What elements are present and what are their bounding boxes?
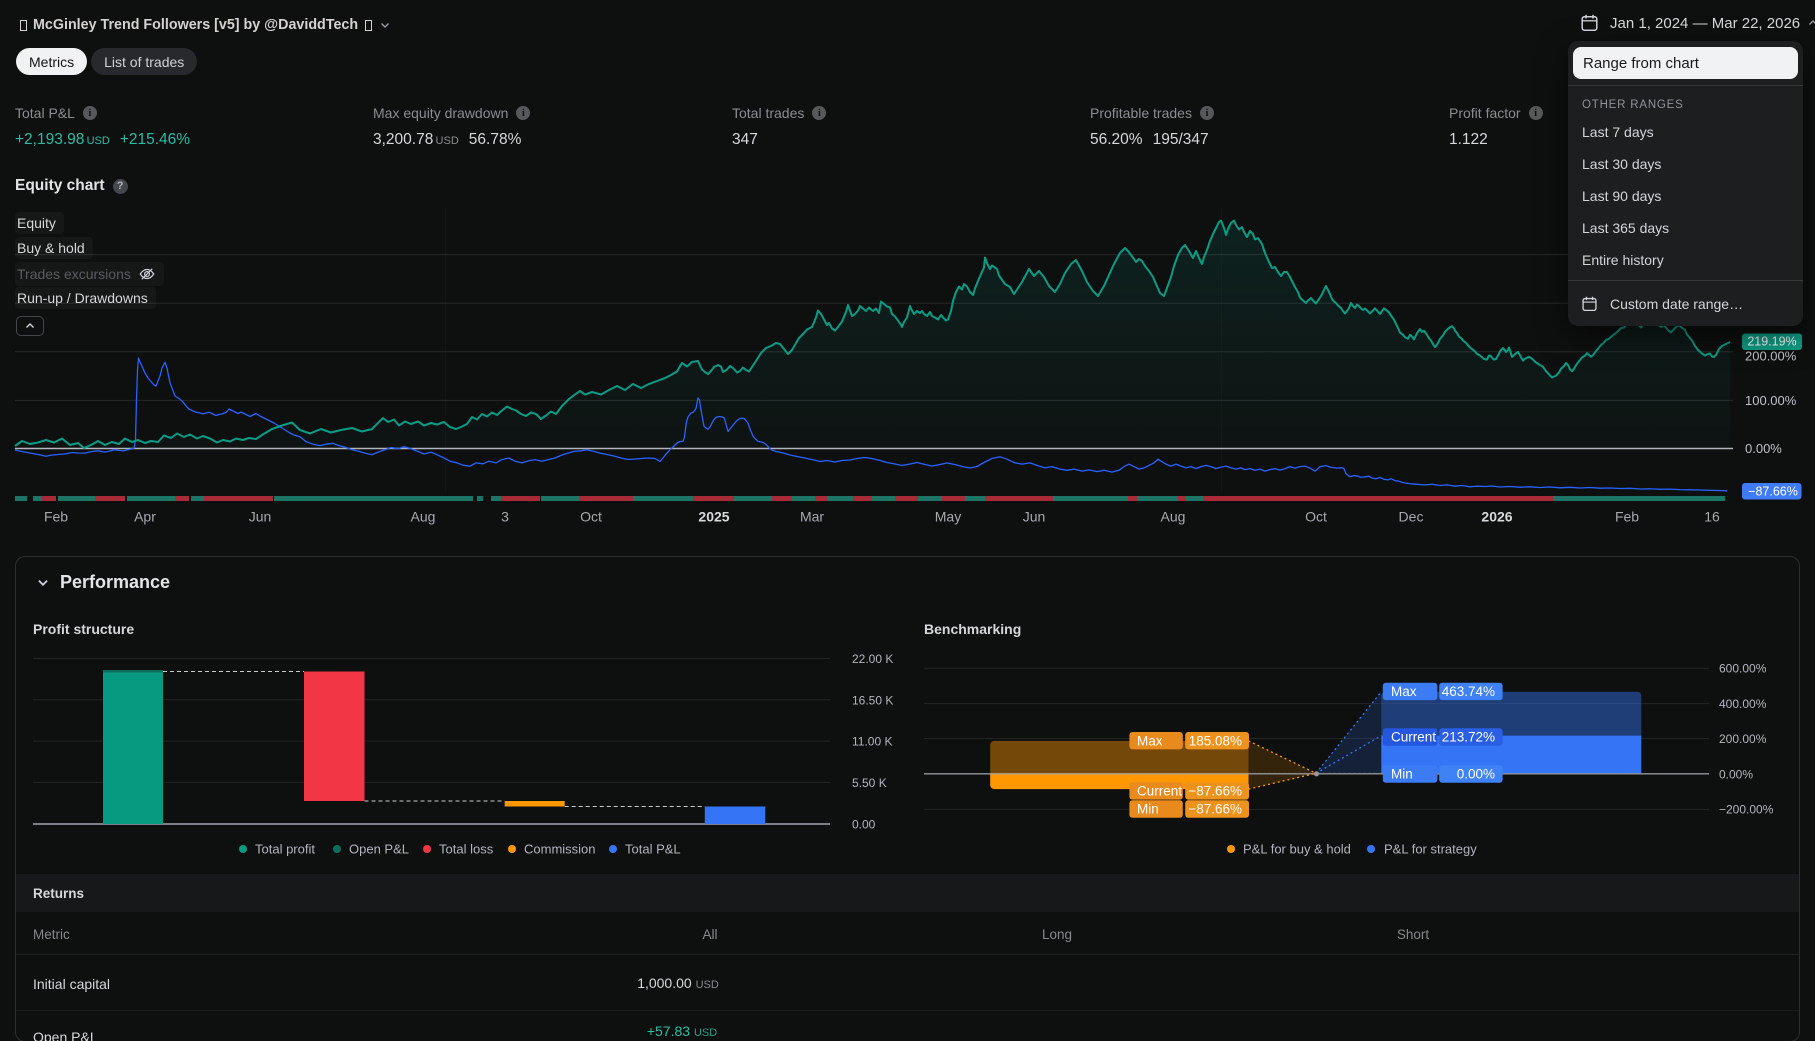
svg-text:Max: Max xyxy=(1391,684,1417,699)
svg-text:16: 16 xyxy=(1704,509,1720,525)
svg-text:3: 3 xyxy=(501,509,509,525)
svg-text:11.00 K: 11.00 K xyxy=(852,735,892,749)
svg-text:0.00%: 0.00% xyxy=(1745,441,1782,456)
svg-text:Commission: Commission xyxy=(524,842,596,857)
svg-text:Min: Min xyxy=(1137,802,1159,817)
svg-text:Current: Current xyxy=(1137,784,1182,799)
svg-text:−200.00%: −200.00% xyxy=(1719,803,1774,817)
svg-text:Oct: Oct xyxy=(1305,509,1327,525)
svg-text:Apr: Apr xyxy=(134,509,156,525)
svg-text:−87.66%: −87.66% xyxy=(1748,485,1798,499)
svg-text:Dec: Dec xyxy=(1399,509,1424,525)
svg-text:2026: 2026 xyxy=(1481,509,1512,525)
svg-text:Min: Min xyxy=(1391,767,1413,782)
svg-text:185.08%: 185.08% xyxy=(1189,733,1242,748)
svg-text:400.00%: 400.00% xyxy=(1719,697,1767,711)
svg-text:213.72%: 213.72% xyxy=(1442,730,1495,745)
svg-text:0.00%: 0.00% xyxy=(1719,767,1753,781)
svg-text:219.19%: 219.19% xyxy=(1747,335,1796,349)
svg-text:Feb: Feb xyxy=(44,509,68,525)
svg-text:Max: Max xyxy=(1137,733,1163,748)
svg-text:0.00%: 0.00% xyxy=(1457,767,1495,782)
svg-text:−87.66%: −87.66% xyxy=(1188,784,1242,799)
svg-text:5.50 K: 5.50 K xyxy=(852,776,887,790)
svg-text:P&L for strategy: P&L for strategy xyxy=(1384,842,1477,857)
svg-text:22.00 K: 22.00 K xyxy=(852,652,893,666)
svg-text:Feb: Feb xyxy=(1615,509,1639,525)
svg-text:May: May xyxy=(935,509,961,525)
svg-text:Jun: Jun xyxy=(1023,509,1046,525)
svg-text:−87.66%: −87.66% xyxy=(1188,802,1242,817)
svg-text:Current: Current xyxy=(1391,730,1436,745)
svg-text:2025: 2025 xyxy=(698,509,729,525)
svg-text:Jun: Jun xyxy=(249,509,272,525)
svg-text:0.00: 0.00 xyxy=(852,818,876,832)
svg-text:463.74%: 463.74% xyxy=(1442,684,1495,699)
svg-text:Total P&L: Total P&L xyxy=(625,842,681,857)
svg-text:Total loss: Total loss xyxy=(439,842,494,857)
svg-text:Total profit: Total profit xyxy=(255,842,315,857)
svg-text:P&L for buy & hold: P&L for buy & hold xyxy=(1243,842,1351,857)
svg-text:Aug: Aug xyxy=(411,509,436,525)
svg-text:Aug: Aug xyxy=(1161,509,1186,525)
svg-text:Open P&L: Open P&L xyxy=(349,842,409,857)
svg-text:Mar: Mar xyxy=(800,509,824,525)
svg-text:600.00%: 600.00% xyxy=(1719,662,1767,676)
svg-text:200.00%: 200.00% xyxy=(1719,732,1767,746)
svg-text:16.50 K: 16.50 K xyxy=(852,693,893,707)
svg-text:200.00%: 200.00% xyxy=(1745,349,1797,364)
svg-text:Oct: Oct xyxy=(580,509,602,525)
svg-text:100.00%: 100.00% xyxy=(1745,393,1797,408)
